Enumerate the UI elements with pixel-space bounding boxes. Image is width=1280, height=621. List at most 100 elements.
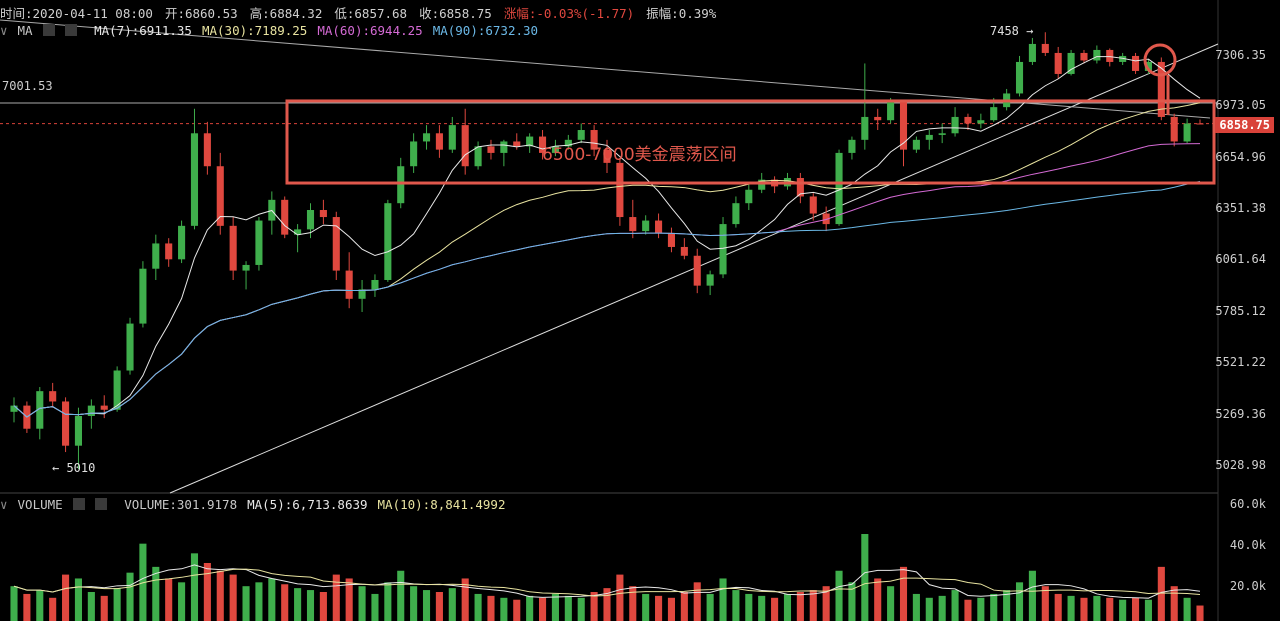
candle-body bbox=[487, 146, 495, 153]
volume-bar bbox=[1119, 599, 1127, 621]
volume-bar bbox=[474, 593, 482, 621]
candle-body bbox=[1170, 116, 1178, 142]
volume-bar bbox=[306, 590, 315, 621]
volume-bar bbox=[1144, 599, 1152, 621]
price-tick-8: 5028.98 bbox=[1215, 458, 1266, 472]
candle-body bbox=[745, 189, 753, 204]
price-tick-4: 6061.64 bbox=[1215, 252, 1266, 266]
range-box bbox=[285, 99, 1216, 185]
candle-body bbox=[1067, 52, 1075, 74]
candle-body bbox=[809, 196, 817, 214]
close-label: 收:6858.75 bbox=[419, 6, 492, 21]
candle-body bbox=[358, 289, 366, 299]
volume-bar bbox=[822, 586, 830, 621]
volume-bar bbox=[603, 588, 611, 621]
volume-bar bbox=[912, 593, 920, 621]
candle-body bbox=[74, 415, 83, 446]
candle-body bbox=[1041, 43, 1049, 53]
price-tick-7: 5269.36 bbox=[1215, 407, 1266, 421]
candle-body bbox=[345, 270, 353, 299]
candle-body bbox=[294, 229, 302, 235]
ma-legend: ∨ MA MA(7):6911.35 MA(30):7189.25 MA(60):69… bbox=[0, 23, 548, 38]
candle-body bbox=[461, 125, 469, 167]
candle-body bbox=[861, 116, 869, 140]
volume-value-label: VOLUME:301.9178 bbox=[124, 497, 238, 512]
volume-bar bbox=[358, 586, 366, 621]
volume-bar bbox=[629, 586, 637, 621]
volume-tick-1: 40.0k bbox=[1229, 538, 1266, 552]
volume-bar bbox=[371, 593, 379, 621]
volume-bar bbox=[1170, 586, 1178, 621]
candle-body bbox=[500, 141, 508, 153]
time-label: 时间:2020-04-11 08:00 bbox=[0, 6, 153, 21]
candle-body bbox=[874, 116, 882, 121]
candle-body bbox=[384, 203, 392, 280]
collapse-chevron-icon[interactable]: ∨ bbox=[0, 23, 8, 38]
volume-bar bbox=[1106, 597, 1114, 621]
volume-bar bbox=[1080, 597, 1088, 621]
candle-body bbox=[1054, 52, 1062, 74]
volume-bar bbox=[1067, 595, 1075, 621]
candle-body bbox=[629, 217, 637, 232]
volume-bar bbox=[771, 597, 779, 621]
volume-collapse-chevron-icon[interactable]: ∨ bbox=[0, 497, 8, 512]
volume-bar bbox=[62, 574, 70, 621]
candle-body bbox=[397, 166, 405, 204]
candle-body bbox=[49, 391, 57, 402]
candle-body bbox=[62, 401, 70, 446]
high-label: 高:6884.32 bbox=[249, 6, 323, 21]
volume-bar bbox=[899, 566, 908, 621]
volume-indicator-label: VOLUME bbox=[17, 497, 63, 512]
volume-bar bbox=[951, 590, 959, 621]
candle-body bbox=[422, 133, 431, 142]
volume-bar bbox=[538, 597, 547, 621]
volume-bar bbox=[848, 582, 856, 621]
volume-bar bbox=[680, 592, 688, 621]
volume-bar bbox=[964, 599, 972, 621]
volume-bar bbox=[693, 582, 701, 621]
candle-body bbox=[796, 177, 804, 197]
price-tick-6: 5521.22 bbox=[1215, 355, 1266, 369]
low-label: 低:6857.68 bbox=[334, 6, 408, 21]
volume-bar bbox=[513, 599, 521, 621]
settings-icon[interactable] bbox=[42, 24, 55, 36]
volume-bar bbox=[977, 597, 985, 621]
change-label: 涨幅:-0.03%(-1.77) bbox=[503, 6, 635, 21]
volume-bar bbox=[577, 597, 585, 621]
candle-body bbox=[1080, 52, 1088, 61]
close-icon[interactable] bbox=[64, 24, 77, 36]
volume-bar bbox=[126, 572, 134, 621]
candle-body bbox=[1015, 61, 1024, 94]
candle-body bbox=[1144, 61, 1152, 71]
candle-body bbox=[139, 268, 147, 324]
ma-indicator-label: MA bbox=[17, 23, 33, 38]
high-marker: 7458 → bbox=[990, 24, 1034, 38]
candle-body bbox=[1131, 55, 1140, 71]
volume-bar bbox=[74, 578, 83, 621]
low-marker-value: 5010 bbox=[66, 461, 96, 475]
volume-bar bbox=[809, 590, 817, 621]
candle-body bbox=[36, 391, 44, 429]
volume-bar bbox=[255, 582, 263, 621]
vol-ma5-line bbox=[13, 564, 1201, 599]
price-tick-3: 6351.38 bbox=[1215, 201, 1266, 215]
candle-body bbox=[126, 323, 134, 371]
volume-tick-0: 60.0k bbox=[1229, 497, 1266, 511]
candle-body bbox=[887, 100, 895, 121]
candle-body bbox=[113, 370, 121, 410]
volume-bar bbox=[1093, 595, 1101, 621]
volume-settings-icon[interactable] bbox=[72, 498, 85, 510]
last-price-badge: 6858.75 bbox=[1215, 117, 1274, 133]
volume-bar bbox=[1015, 582, 1024, 621]
volume-bar bbox=[152, 566, 160, 621]
price-tick-2: 6654.96 bbox=[1215, 150, 1266, 164]
volume-close-icon[interactable] bbox=[94, 498, 107, 510]
volume-bar bbox=[745, 593, 753, 621]
high-marker-value: 7458 bbox=[990, 24, 1019, 38]
candle-body bbox=[680, 246, 688, 256]
candle-body bbox=[371, 279, 379, 290]
candle-body bbox=[603, 149, 611, 163]
candle-body bbox=[642, 220, 650, 232]
candle-body bbox=[938, 133, 946, 135]
